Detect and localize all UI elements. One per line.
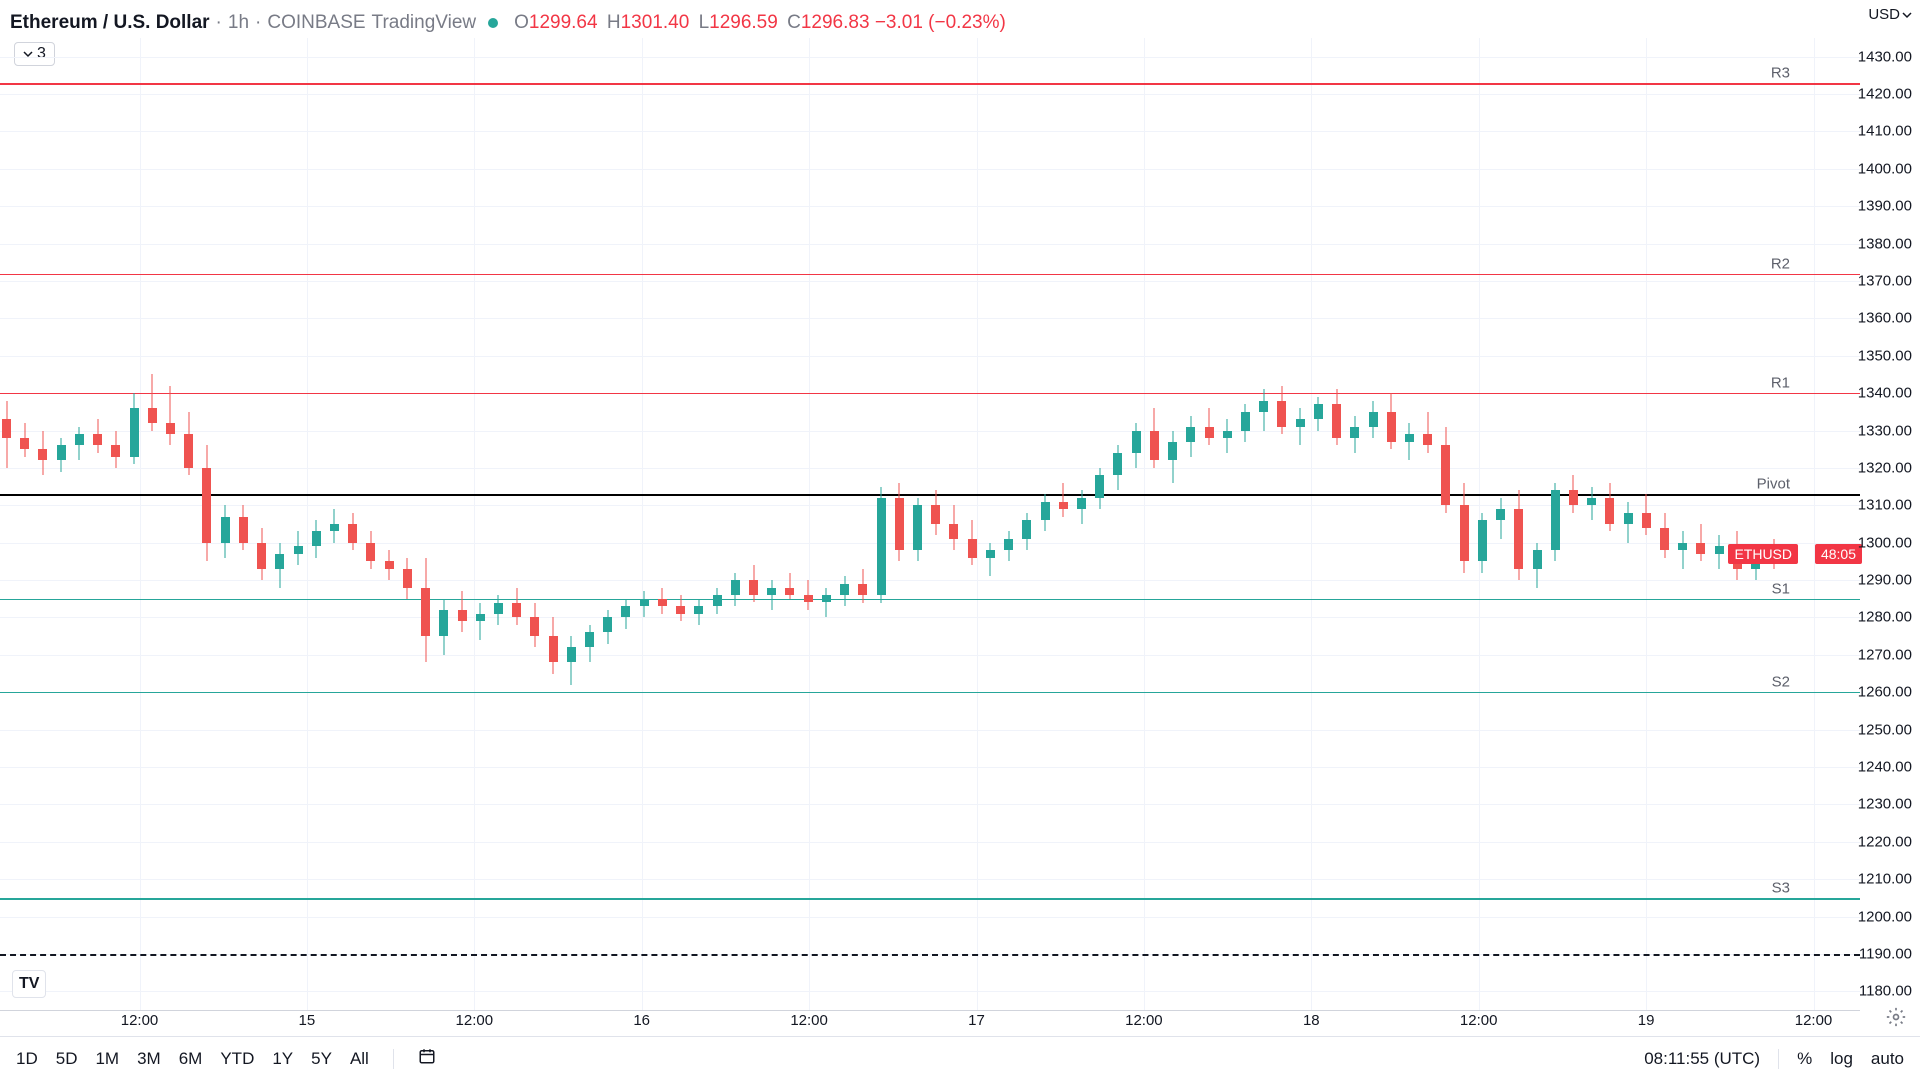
price-tick-label: 1280.00 [1858,609,1912,626]
clock-display[interactable]: 08:11:55 (UTC) [1644,1049,1760,1069]
range-6m[interactable]: 6M [179,1049,203,1069]
price-tick-label: 1400.00 [1858,160,1912,177]
pivot-line-pivot[interactable] [0,494,1860,496]
time-tick-label: 17 [968,1012,985,1029]
pivot-label: R2 [1771,255,1790,272]
percent-button[interactable]: % [1797,1049,1812,1069]
price-tag: ETHUSD [1728,544,1798,564]
range-5y[interactable]: 5Y [311,1049,332,1069]
exchange-label: COINBASE [267,12,365,34]
time-tick-label: 18 [1303,1012,1320,1029]
time-tick-label: 12:00 [1795,1012,1833,1029]
time-axis[interactable]: 12:00 15 12:00 16 12:00 17 12:00 18 12:00 19 12:00 [0,1008,1860,1032]
price-tick-label: 1230.00 [1858,796,1912,813]
range-1d[interactable]: 1D [16,1049,38,1069]
time-tick-label: 12:00 [456,1012,494,1029]
price-tick-label: 1390.00 [1858,198,1912,215]
time-tick-label: 12:00 [1460,1012,1498,1029]
price-tick-label: 1320.00 [1858,459,1912,476]
price-tick-label: 1290.00 [1858,572,1912,589]
pivot-label: S3 [1772,879,1790,896]
price-tick-label: 1360.00 [1858,310,1912,327]
bottom-toolbar: 1D 5D 1M 3M 6M YTD 1Y 5Y All 08:11:55 (UTC) % lo… [0,1036,1920,1080]
time-tick-label: 16 [633,1012,650,1029]
dashed-reference-line [0,954,1860,956]
price-tick-label: 1410.00 [1858,123,1912,140]
price-tick-label: 1370.00 [1858,273,1912,290]
range-3m[interactable]: 3M [137,1049,161,1069]
settings-gear-icon[interactable] [1886,1007,1906,1032]
time-tick-label: 19 [1638,1012,1655,1029]
pivot-label: Pivot [1757,476,1790,493]
price-tick-label: 1430.00 [1858,48,1912,65]
price-tick-label: 1200.00 [1858,908,1912,925]
range-5d[interactable]: 5D [56,1049,78,1069]
range-1y[interactable]: 1Y [272,1049,293,1069]
price-tick-label: 1180.00 [1859,983,1912,1000]
range-all[interactable]: All [350,1049,369,1069]
time-tick-label: 12:00 [121,1012,159,1029]
date-range-selector: 1D 5D 1M 3M 6M YTD 1Y 5Y All [16,1047,436,1070]
price-tick-label: 1260.00 [1858,684,1912,701]
price-tick-label: 1340.00 [1858,385,1912,402]
time-tick-label: 15 [299,1012,316,1029]
pivot-label: R3 [1771,64,1790,81]
chart-header: Ethereum / U.S. Dollar · 1h · COINBASE T… [10,12,1006,34]
range-1m[interactable]: 1M [95,1049,119,1069]
time-tick-label: 12:00 [1125,1012,1163,1029]
price-tick-label: 1220.00 [1858,833,1912,850]
pivot-line-r1[interactable] [0,393,1860,394]
price-tick-label: 1310.00 [1858,497,1912,514]
pivot-line-r3[interactable] [0,83,1860,85]
chevron-down-icon [1902,10,1912,20]
pivot-line-r2[interactable] [0,274,1860,275]
price-tick-label: 1300.00 [1858,534,1912,551]
price-tick-label: 1210.00 [1858,871,1912,888]
ohlc-display: O1299.64 H1301.40 L1296.59 C1296.83 −3.0… [510,12,1006,34]
interval-label[interactable]: 1h [228,12,249,34]
price-tag: 48:05 [1815,544,1862,564]
price-tick-label: 1240.00 [1858,759,1912,776]
price-tick-label: 1380.00 [1858,235,1912,252]
range-ytd[interactable]: YTD [220,1049,254,1069]
price-tick-label: 1190.00 [1859,945,1912,962]
price-axis[interactable]: USD 1180.00 1190.00 1200.00 1210.00 1220.00 1… [1860,0,1920,1010]
calendar-icon[interactable] [418,1047,436,1070]
symbol-title[interactable]: Ethereum / U.S. Dollar [10,12,210,34]
pivot-line-s1[interactable] [0,599,1860,600]
pivot-label: S2 [1772,674,1790,691]
price-tick-label: 1420.00 [1858,86,1912,103]
chart-area[interactable]: R3 R2 R1 Pivot S1 S2 S3 ETHUSD 48:05 [0,38,1860,1010]
price-tick-label: 1270.00 [1858,646,1912,663]
pivot-line-s2[interactable] [0,692,1860,693]
auto-scale-button[interactable]: auto [1871,1049,1904,1069]
log-scale-button[interactable]: log [1830,1049,1853,1069]
tradingview-logo[interactable]: TV [12,970,46,998]
price-tick-label: 1250.00 [1858,721,1912,738]
price-tick-label: 1330.00 [1858,422,1912,439]
pivot-line-s3[interactable] [0,898,1860,900]
price-tick-label: 1350.00 [1858,347,1912,364]
time-tick-label: 12:00 [790,1012,828,1029]
pivot-label: S1 [1772,580,1790,597]
provider-label: TradingView [372,12,477,34]
pivot-label: R1 [1771,375,1790,392]
market-status-icon [488,18,498,28]
currency-selector[interactable]: USD [1868,6,1912,23]
